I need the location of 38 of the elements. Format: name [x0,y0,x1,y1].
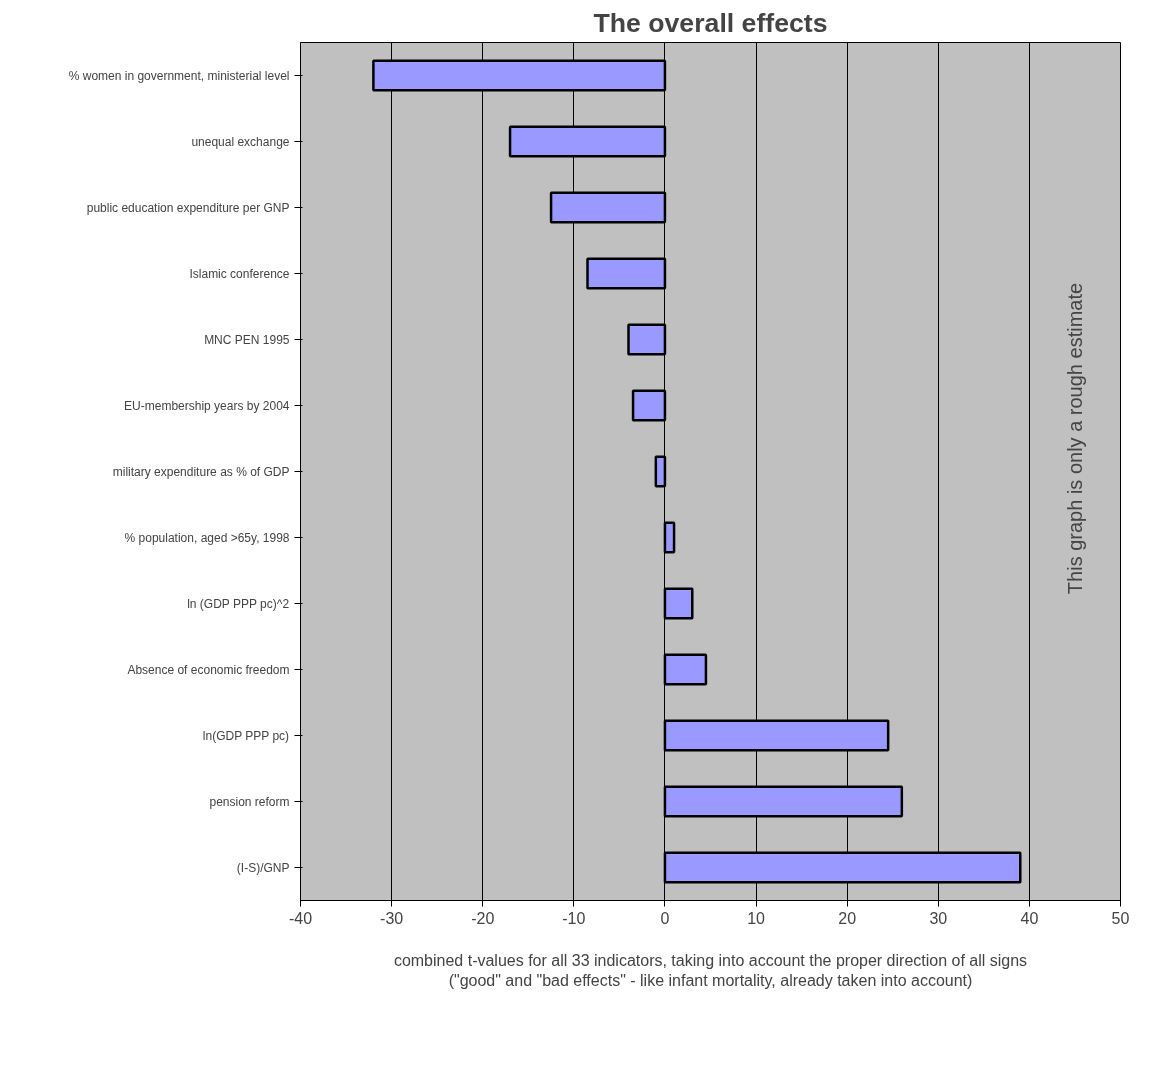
y-tick-label: military expenditure as % of GDP [112,464,290,479]
y-tick-label: % women in government, ministerial level [68,68,290,83]
bar [586,257,667,290]
y-tick-label: pension reform [209,794,290,809]
x-axis-title: combined t-values for all 33 indicators, taking into account the proper direction of all signs ("good" and "bad effects" - like infant mortality, already taken into account) [393,951,1028,989]
x-tick-label: 10 [747,909,766,927]
x-tick-label: 20 [838,909,857,927]
bar [663,587,694,620]
annotation: This graph is only a rough estimate [1063,282,1086,595]
bar [663,719,890,752]
bar [627,323,667,356]
y-tick-label: % population, aged >65y, 1998 [124,530,290,545]
x-tick-label: 30 [929,909,948,927]
y-tick-label: Absence of economic freedom [127,662,290,677]
bar [663,521,676,554]
bar [663,653,708,686]
y-tick-label: MNC PEN 1995 [204,332,290,347]
y-tick-label: ln (GDP PPP pc)^2 [187,596,290,611]
y-tick-label: Islamic conference [189,266,290,281]
y-tick-label: unequal exchange [191,134,290,149]
x-tick-label: 50 [1111,909,1130,927]
chart-title: The overall effects [593,7,828,38]
x-tick-label: -20 [471,909,495,927]
bar [508,125,667,158]
x-tick-label: -30 [380,909,404,927]
y-tick-label: EU-membership years by 2004 [124,398,290,413]
bar [549,191,667,224]
bar [631,389,667,422]
bar [654,455,667,488]
bar [663,851,1022,884]
x-tick-label: 40 [1020,909,1039,927]
y-tick-label: ln(GDP PPP pc) [202,728,290,743]
x-tick-label: -40 [288,909,313,927]
y-tick-label: public education expenditure per GNP [86,200,290,215]
y-tick-label: (I-S)/GNP [236,860,290,875]
bar [663,785,904,818]
x-tick-label: -10 [562,909,586,927]
x-tick-label: 0 [660,909,670,927]
